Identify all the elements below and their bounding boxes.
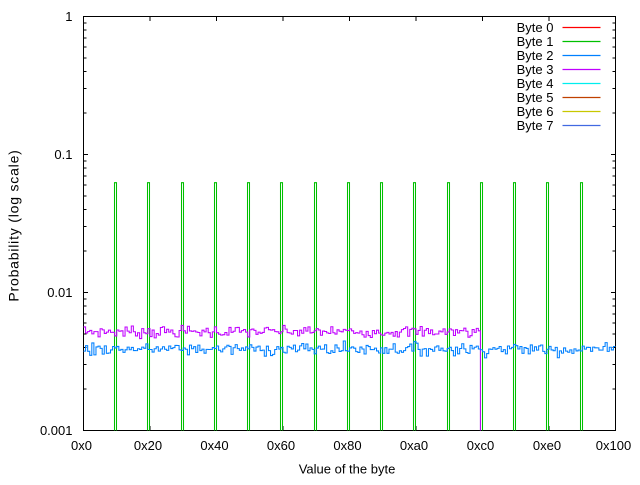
svg-text:Byte 0: Byte 0 (517, 20, 554, 35)
svg-text:0xe0: 0xe0 (533, 438, 561, 453)
svg-text:Byte 2: Byte 2 (517, 48, 554, 63)
svg-text:1: 1 (65, 9, 72, 24)
svg-text:Byte 1: Byte 1 (517, 34, 554, 49)
svg-text:0x40: 0x40 (200, 438, 228, 453)
svg-text:Byte 7: Byte 7 (517, 118, 554, 133)
svg-text:0.01: 0.01 (47, 285, 72, 300)
svg-text:0x20: 0x20 (134, 438, 162, 453)
svg-text:Byte 3: Byte 3 (517, 62, 554, 77)
svg-text:0.1: 0.1 (54, 147, 72, 162)
svg-text:Byte 4: Byte 4 (517, 76, 554, 91)
svg-text:Value of the byte: Value of the byte (299, 462, 396, 477)
svg-text:Byte 6: Byte 6 (517, 104, 554, 119)
svg-text:0xa0: 0xa0 (400, 438, 428, 453)
svg-text:Byte 5: Byte 5 (517, 90, 554, 105)
svg-text:0.001: 0.001 (40, 423, 73, 438)
svg-text:0x100: 0x100 (596, 438, 631, 453)
svg-text:0x0: 0x0 (71, 438, 92, 453)
svg-text:0x80: 0x80 (333, 438, 361, 453)
svg-text:0xc0: 0xc0 (467, 438, 494, 453)
svg-text:Probability (log scale): Probability (log scale) (6, 149, 22, 301)
svg-text:0x60: 0x60 (267, 438, 295, 453)
